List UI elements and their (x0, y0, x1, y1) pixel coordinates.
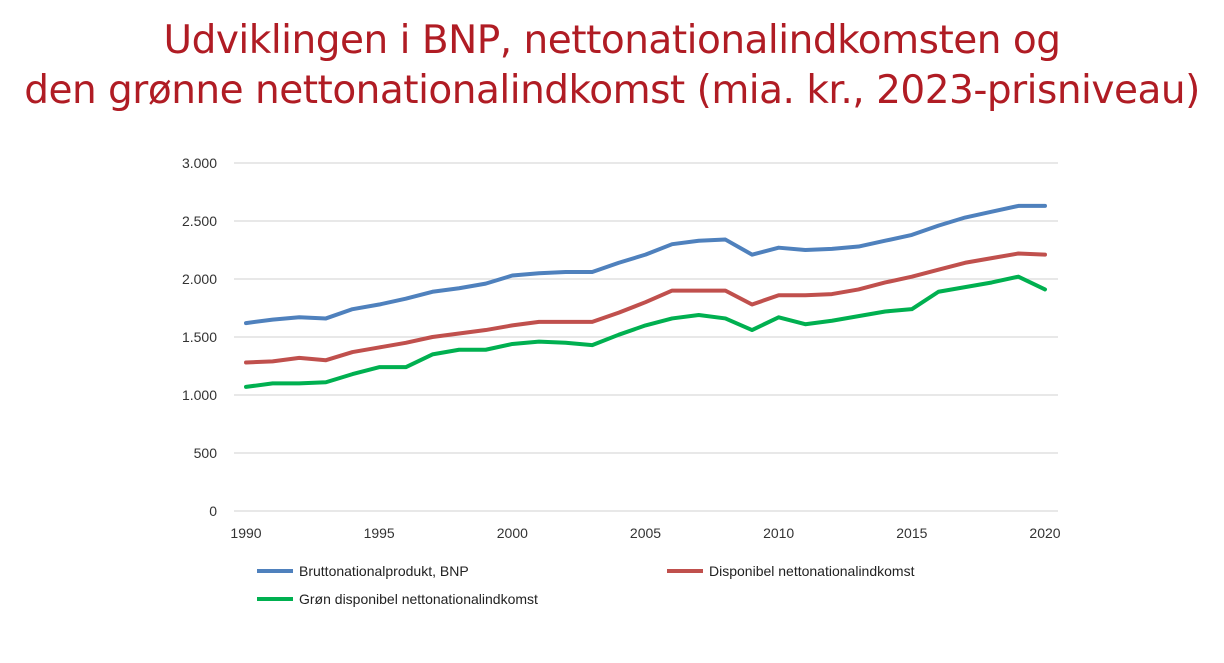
chart-title-line-1: Udviklingen i BNP, nettonationalindkomst… (163, 18, 1061, 63)
x-tick-label: 1995 (364, 525, 395, 541)
x-tick-label: 2010 (763, 525, 794, 541)
x-tick-label: 2000 (497, 525, 528, 541)
y-tick-label: 0 (209, 503, 217, 519)
y-tick-label: 500 (194, 445, 218, 461)
x-tick-label: 1990 (230, 525, 261, 541)
y-tick-label: 2.500 (182, 213, 217, 229)
y-tick-label: 3.000 (182, 155, 217, 171)
legend-item-bnp: Bruttonationalprodukt, BNP (257, 563, 469, 579)
y-tick-label: 1.000 (182, 387, 217, 403)
legend-swatch (257, 597, 293, 601)
x-tick-label: 2015 (896, 525, 927, 541)
x-tick-label: 2005 (630, 525, 661, 541)
x-tick-label: 2020 (1029, 525, 1060, 541)
legend-swatch (667, 569, 703, 573)
legend-swatch (257, 569, 293, 573)
legend-item-groen: Grøn disponibel nettonationalindkomst (257, 591, 538, 607)
legend-label: Disponibel nettonationalindkomst (709, 563, 915, 579)
chart-title: Udviklingen i BNP, nettonationalindkomst… (0, 16, 1224, 116)
series-line-0 (244, 203, 1047, 326)
y-tick-label: 2.000 (182, 271, 217, 287)
legend-item-disponibel: Disponibel nettonationalindkomst (667, 563, 914, 579)
legend-label: Bruttonationalprodukt, BNP (299, 563, 469, 579)
legend-label: Grøn disponibel nettonationalindkomst (299, 591, 538, 607)
chart-title-line-2: den grønne nettonationalindkomst (mia. k… (24, 68, 1200, 113)
series-line-2 (244, 274, 1047, 389)
y-tick-label: 1.500 (182, 329, 217, 345)
